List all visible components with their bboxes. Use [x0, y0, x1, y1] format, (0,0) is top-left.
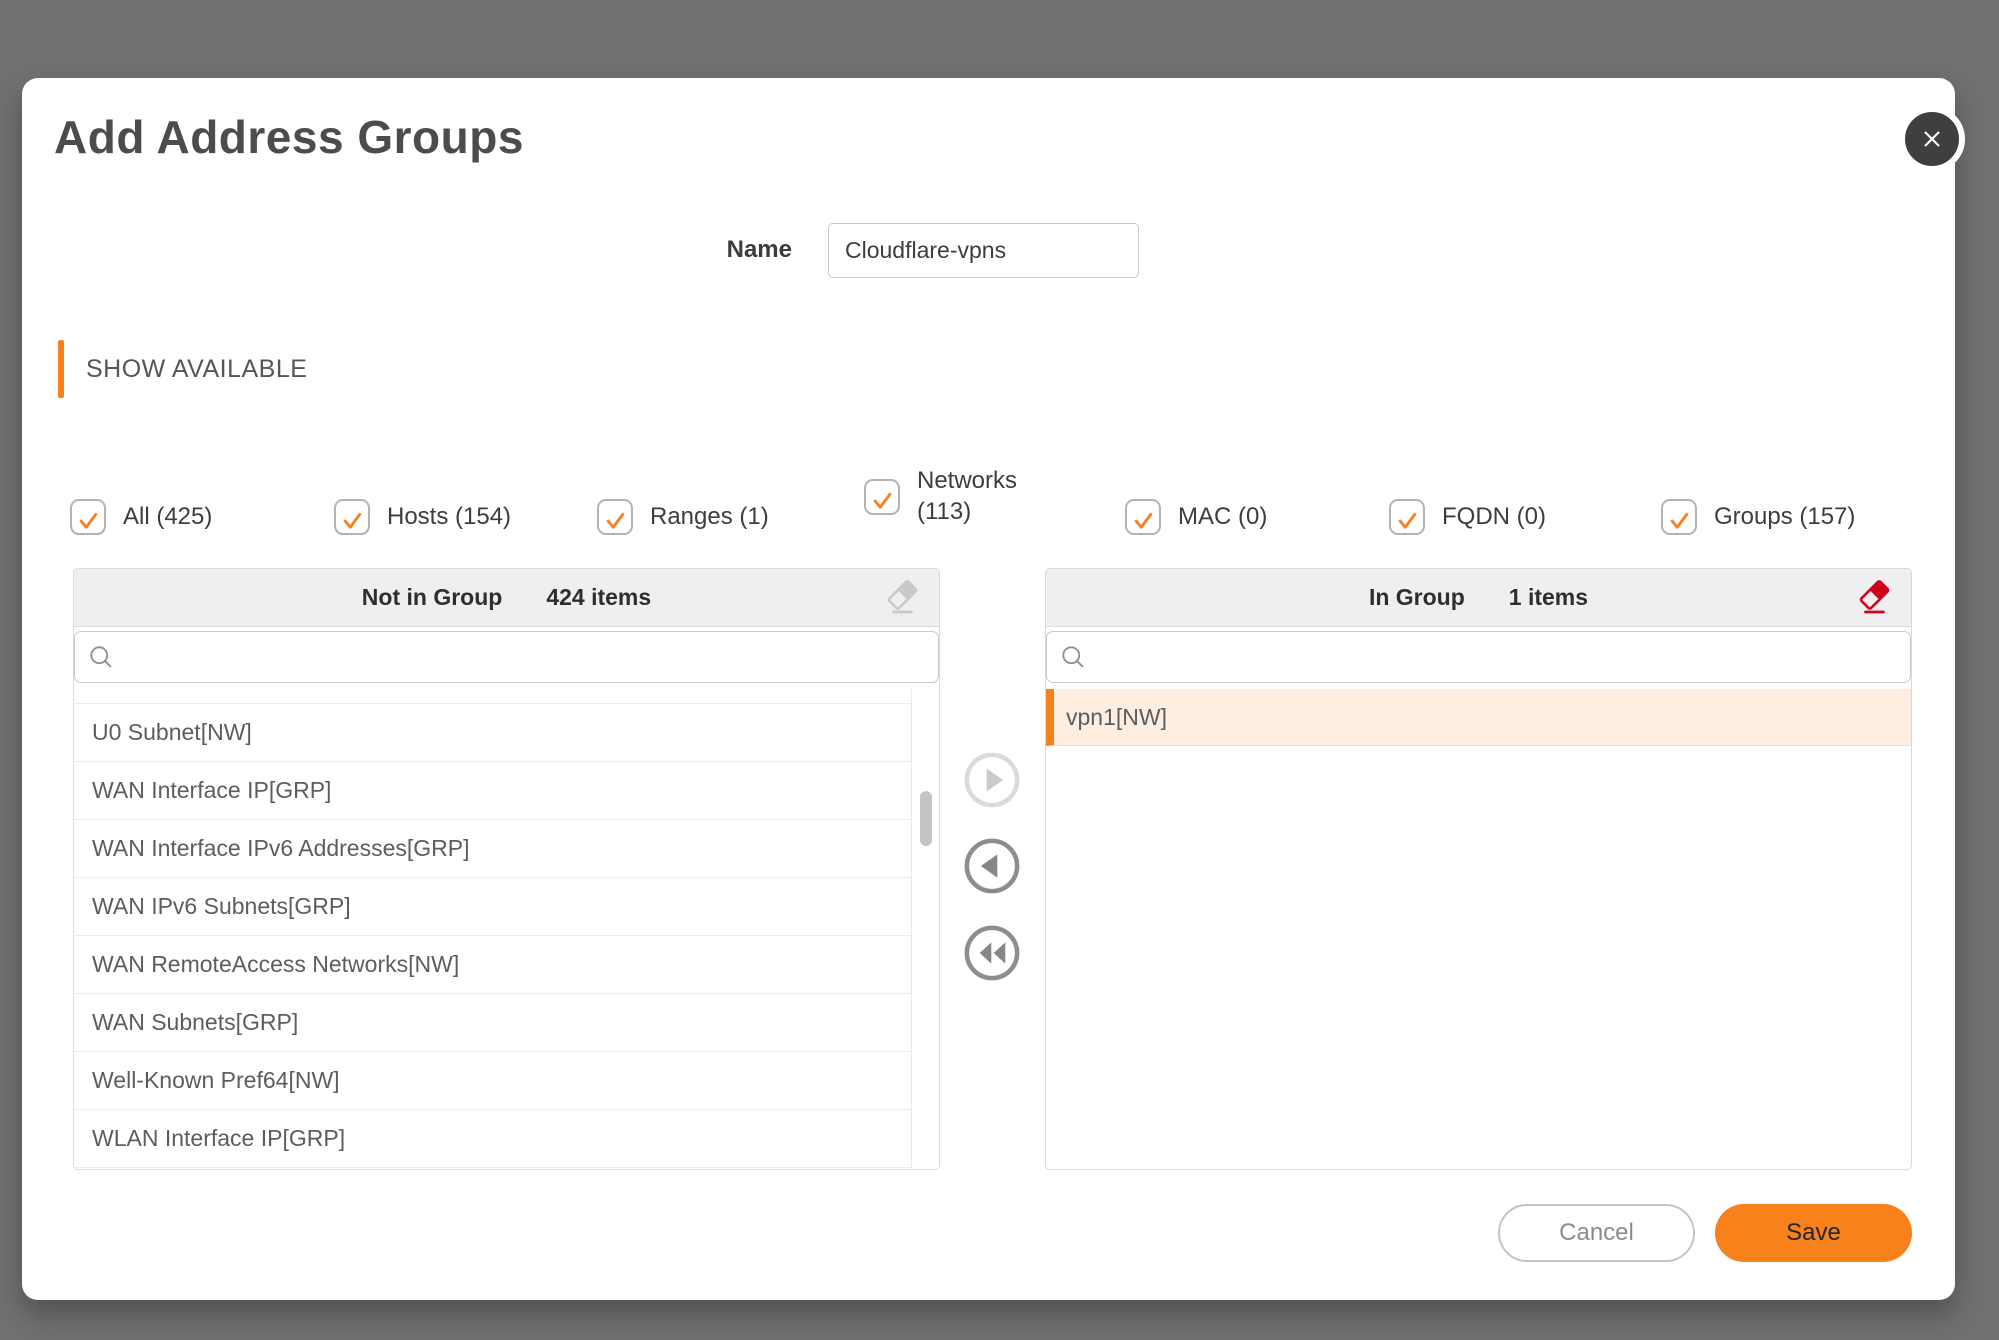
in-group-panel: In Group 1 items vpn1[NW]	[1045, 568, 1912, 1170]
check-icon	[1398, 512, 1416, 529]
in-group-title: In Group	[1368, 584, 1465, 610]
filter-label: FQDN (0)	[1442, 502, 1546, 530]
eraser-icon	[887, 579, 918, 613]
list-item[interactable]: WAN Interface IPv6 Addresses[GRP]	[74, 820, 939, 878]
check-icon	[606, 512, 624, 529]
save-button[interactable]: Save	[1715, 1204, 1912, 1262]
search-icon	[90, 646, 112, 668]
filter-label: Hosts (154)	[387, 502, 512, 530]
clear-in-group-button[interactable]	[1855, 577, 1897, 619]
list-item[interactable]: Well-Known Pref64[NW]	[74, 1052, 939, 1110]
in-group-search-input[interactable]	[1087, 642, 1898, 672]
filter-label: MAC (0)	[1178, 502, 1268, 530]
list-item[interactable]: vpn1[NW]	[1046, 689, 1911, 746]
checkbox[interactable]	[1661, 499, 1697, 535]
list-item[interactable]: WLAN Interface IP[GRP]	[74, 1110, 939, 1168]
move-all-left-button[interactable]	[963, 924, 1021, 982]
in-group-list: vpn1[NW]	[1046, 689, 1911, 1169]
clear-not-in-group-button[interactable]	[883, 577, 925, 619]
checkbox[interactable]	[70, 499, 106, 535]
checkbox[interactable]	[334, 499, 370, 535]
arrow-left-circle-icon	[964, 838, 1020, 894]
cancel-button[interactable]: Cancel	[1498, 1204, 1695, 1262]
double-arrow-left-circle-icon	[964, 925, 1020, 981]
check-icon	[343, 512, 361, 529]
filter-label: Ranges (1)	[650, 502, 769, 530]
filter-checkbox-item[interactable]: FQDN (0)	[1389, 477, 1546, 557]
in-group-header: In Group 1 items	[1046, 569, 1911, 627]
scrollbar-thumb[interactable]	[920, 791, 932, 846]
add-address-groups-dialog: Add Address Groups Name SHOW AVAILABLE A…	[22, 78, 1965, 1300]
list-item[interactable]: WAN Subnets[GRP]	[74, 994, 939, 1052]
check-icon	[873, 492, 891, 509]
dialog-title: Add Address Groups	[54, 111, 524, 163]
checkbox[interactable]	[1125, 499, 1161, 535]
not-in-group-searchbox	[74, 631, 939, 683]
not-in-group-list: U0 Subnet[NW] WAN Interface IP[GRP] WAN In…	[74, 689, 939, 1169]
eraser-icon	[1859, 579, 1890, 613]
filter-label: Networks (113)	[917, 467, 1018, 525]
checkbox[interactable]	[864, 479, 900, 515]
show-available-section-header: SHOW AVAILABLE	[58, 340, 307, 398]
not-in-group-search-input[interactable]	[115, 642, 926, 672]
show-available-label: SHOW AVAILABLE	[86, 354, 308, 383]
filter-checkbox-item[interactable]: MAC (0)	[1125, 477, 1267, 557]
partially-scrolled-row	[74, 689, 939, 704]
not-in-group-header: Not in Group 424 items	[74, 569, 939, 627]
filter-label: Groups (157)	[1714, 502, 1856, 530]
not-in-group-panel: Not in Group 424 items U	[73, 568, 940, 1170]
check-icon	[1670, 512, 1688, 529]
list-item[interactable]: U0 Subnet[NW]	[74, 704, 939, 762]
list-item[interactable]: WAN IPv6 Subnets[GRP]	[74, 878, 939, 936]
list-item[interactable]: WAN Interface IP[GRP]	[74, 762, 939, 820]
move-right-button[interactable]	[963, 751, 1021, 809]
filter-checkbox-item[interactable]: Networks (113)	[864, 457, 1047, 537]
checkbox[interactable]	[597, 499, 633, 535]
arrow-right-circle-icon	[964, 752, 1020, 808]
in-group-count: 1 items	[1508, 584, 1589, 610]
group-name-input[interactable]	[828, 223, 1139, 278]
filter-checkbox-item[interactable]: Groups (157)	[1661, 477, 1855, 557]
close-button[interactable]	[1899, 106, 1965, 172]
not-in-group-count: 424 items	[546, 584, 652, 610]
filter-checkbox-item[interactable]: All (425)	[70, 477, 212, 557]
filter-label: All (425)	[123, 502, 213, 530]
scrollbar-track[interactable]	[911, 689, 939, 1168]
filter-checkbox-item[interactable]: Ranges (1)	[597, 477, 769, 557]
move-left-button[interactable]	[963, 837, 1021, 895]
not-in-group-title: Not in Group	[361, 584, 503, 610]
checkbox[interactable]	[1389, 499, 1425, 535]
close-icon	[1924, 131, 1940, 147]
accent-bar	[58, 340, 64, 398]
filter-checkbox-item[interactable]: Hosts (154)	[334, 477, 511, 557]
check-icon	[1134, 512, 1152, 529]
search-icon	[1062, 646, 1084, 668]
in-group-searchbox	[1046, 631, 1911, 683]
name-label: Name	[726, 236, 792, 263]
check-icon	[79, 512, 97, 529]
list-item[interactable]: WAN RemoteAccess Networks[NW]	[74, 936, 939, 994]
